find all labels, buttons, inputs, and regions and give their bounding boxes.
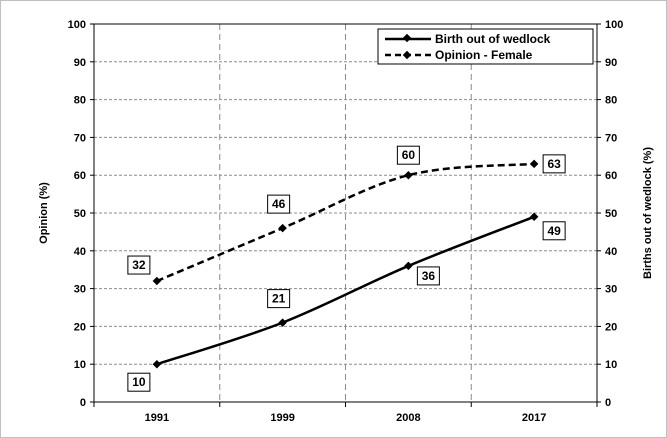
y-axis-right-ticks: 0 10 20 30 40 50 60 70 80 90 100 — [597, 19, 623, 409]
y2-tick-label: 90 — [605, 57, 617, 69]
data-label: 10 — [127, 372, 151, 392]
y-tick-label: 30 — [74, 284, 86, 296]
y-axis-title: Opinion (%) — [38, 182, 50, 244]
data-label-box — [267, 194, 291, 214]
y-tick-label: 0 — [80, 397, 86, 409]
data-point — [529, 159, 539, 169]
data-label: 60 — [396, 145, 420, 165]
x-tick-label: 1999 — [270, 412, 294, 424]
data-label-text: 32 — [132, 258, 146, 272]
y2-tick-label: 40 — [605, 246, 617, 258]
y2-tick-label: 70 — [605, 132, 617, 144]
data-point — [278, 223, 287, 233]
legend-marker-opinion — [402, 50, 412, 60]
data-labels: 10 21 36 49 32 46 60 63 — [127, 145, 566, 392]
data-label: 46 — [267, 194, 291, 214]
series-line-1 — [156, 162, 535, 283]
x-tick-label: 1991 — [145, 412, 169, 424]
data-label-box — [127, 372, 151, 392]
y2-tick-label: 10 — [605, 359, 617, 371]
data-label-text: 36 — [422, 269, 436, 283]
y-tick-label: 80 — [74, 95, 86, 107]
x-axis-ticks: 1991 1999 2008 2017 — [93, 402, 598, 424]
grid — [94, 24, 597, 402]
y2-tick-label: 20 — [605, 321, 617, 333]
y-tick-label: 10 — [74, 359, 86, 371]
data-label-box — [267, 289, 291, 309]
y2-axis-title: Births out of wedlock (%) — [642, 147, 654, 279]
y2-tick-label: 100 — [605, 19, 623, 31]
data-label-text: 49 — [547, 224, 561, 238]
data-label-box — [416, 266, 440, 286]
y-axis-left-ticks: 0 10 20 30 40 50 60 70 80 90 100 — [68, 19, 94, 409]
x-tick-label: 2008 — [396, 412, 420, 424]
data-label-text: 10 — [132, 375, 146, 389]
data-label: 21 — [267, 289, 291, 309]
data-point — [404, 170, 413, 180]
y-tick-label: 60 — [74, 170, 86, 182]
legend-marker-birth — [402, 33, 412, 43]
y2-tick-label: 60 — [605, 170, 617, 182]
y-tick-label: 50 — [74, 208, 86, 220]
data-label-text: 63 — [547, 157, 561, 171]
data-point — [278, 318, 287, 327]
y2-tick-label: 0 — [605, 397, 611, 409]
legend-label-opinion: Opinion - Female — [435, 48, 533, 62]
data-label: 36 — [416, 266, 440, 286]
y-tick-label: 20 — [74, 321, 86, 333]
data-label-text: 46 — [272, 197, 286, 211]
y2-tick-label: 50 — [605, 208, 617, 220]
legend-box — [377, 28, 594, 65]
data-point — [152, 359, 162, 369]
data-label-box — [542, 154, 566, 174]
data-point — [404, 261, 413, 271]
x-tick-label: 2017 — [522, 412, 546, 424]
data-point — [152, 276, 162, 286]
y-tick-label: 100 — [68, 19, 86, 31]
data-label: 63 — [542, 154, 566, 174]
data-label: 49 — [542, 221, 566, 241]
data-label-box — [396, 145, 420, 165]
data-label: 32 — [127, 255, 151, 275]
series-line-0 — [156, 215, 535, 366]
y-tick-label: 40 — [74, 246, 86, 258]
data-label-box — [542, 221, 566, 241]
data-label-box — [127, 255, 151, 275]
data-label-text: 60 — [402, 148, 416, 162]
y-tick-label: 90 — [74, 57, 86, 69]
y2-tick-label: 80 — [605, 95, 617, 107]
data-point — [529, 212, 539, 222]
y-tick-label: 70 — [74, 132, 86, 144]
legend: Birth out of wedlock Opinion - Female — [377, 28, 594, 65]
data-label-text: 21 — [272, 292, 286, 306]
y2-tick-label: 30 — [605, 284, 617, 296]
legend-label-birth: Birth out of wedlock — [435, 32, 551, 46]
